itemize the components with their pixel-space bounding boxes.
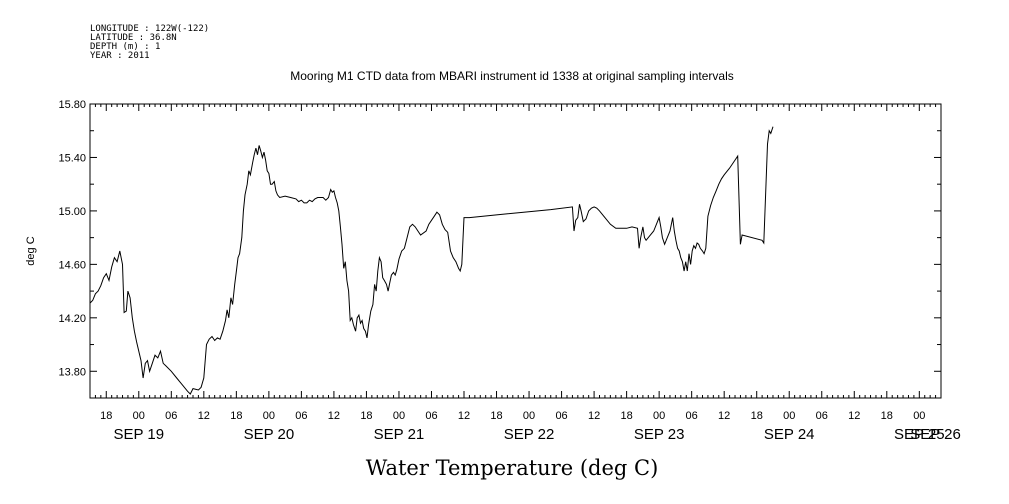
temperature-series-line [89, 126, 774, 395]
x-tick-label: 12 [198, 410, 210, 422]
x-tick-label: 18 [751, 410, 763, 422]
y-tick-label: 13.80 [58, 366, 86, 378]
x-tick-label: 00 [263, 410, 275, 422]
x-tick-label: 00 [133, 410, 145, 422]
x-tick-label: 06 [165, 410, 177, 422]
x-tick-label: 06 [555, 410, 567, 422]
x-tick-label: 00 [913, 410, 925, 422]
x-tick-label: 06 [425, 410, 437, 422]
y-tick-label: 15.40 [58, 152, 86, 164]
meta-year: YEAR : 2011 [90, 51, 150, 61]
x-tick-label: 18 [360, 410, 372, 422]
meta-longitude: LONGITUDE : 122W(-122) [90, 24, 209, 34]
y-axis: 13.80 14.20 14.60 15.00 15.40 15.80 [58, 99, 941, 399]
plot-frame [89, 103, 942, 399]
x-tick-label: 18 [100, 410, 112, 422]
x-tick-label: 18 [490, 410, 502, 422]
x-tick-label: 00 [783, 410, 795, 422]
meta-block: LONGITUDE : 122W(-122) LATITUDE : 36.8N … [90, 24, 209, 61]
x-tick-label: 12 [588, 410, 600, 422]
x-tick-label: 12 [458, 410, 470, 422]
x-day-label: SEP 20 [244, 426, 295, 443]
x-tick-label: 06 [816, 410, 828, 422]
x-tick-label: 00 [523, 410, 535, 422]
y-tick-label: 15.80 [58, 99, 86, 111]
chart-title: Mooring M1 CTD data from MBARI instrumen… [290, 69, 734, 83]
x-tick-label: 12 [328, 410, 340, 422]
x-day-label: SEP 22 [504, 426, 555, 443]
x-tick-label: 18 [230, 410, 242, 422]
meta-latitude: LATITUDE : 36.8N [90, 33, 177, 43]
x-day-label: SEP 21 [374, 426, 425, 443]
x-tick-label: 18 [881, 410, 893, 422]
y-tick-label: 15.00 [58, 206, 86, 218]
y-axis-label: deg C [25, 236, 37, 265]
x-tick-label: 12 [718, 410, 730, 422]
x-axis: 18 00 06 12 18 00 06 12 18 00 06 12 18 00 06 12 18 00 06 12… [89, 104, 961, 443]
x-day-label: SEP 19 [113, 426, 164, 443]
x-tick-label: 00 [653, 410, 665, 422]
x-day-label: SEP 26 [910, 426, 961, 443]
meta-depth: DEPTH (m) : 1 [90, 42, 160, 52]
x-tick-label: 18 [620, 410, 632, 422]
x-day-label: SEP 24 [764, 426, 815, 443]
x-tick-label: 06 [686, 410, 698, 422]
x-tick-label: 00 [393, 410, 405, 422]
x-day-label: SEP 23 [634, 426, 685, 443]
x-tick-label: 06 [295, 410, 307, 422]
y-tick-label: 14.60 [58, 259, 86, 271]
x-day-label: SEP 25 [894, 426, 945, 443]
y-tick-label: 14.20 [58, 313, 86, 325]
x-tick-label: 12 [848, 410, 860, 422]
x-axis-label: Water Temperature (deg C) [366, 456, 659, 480]
